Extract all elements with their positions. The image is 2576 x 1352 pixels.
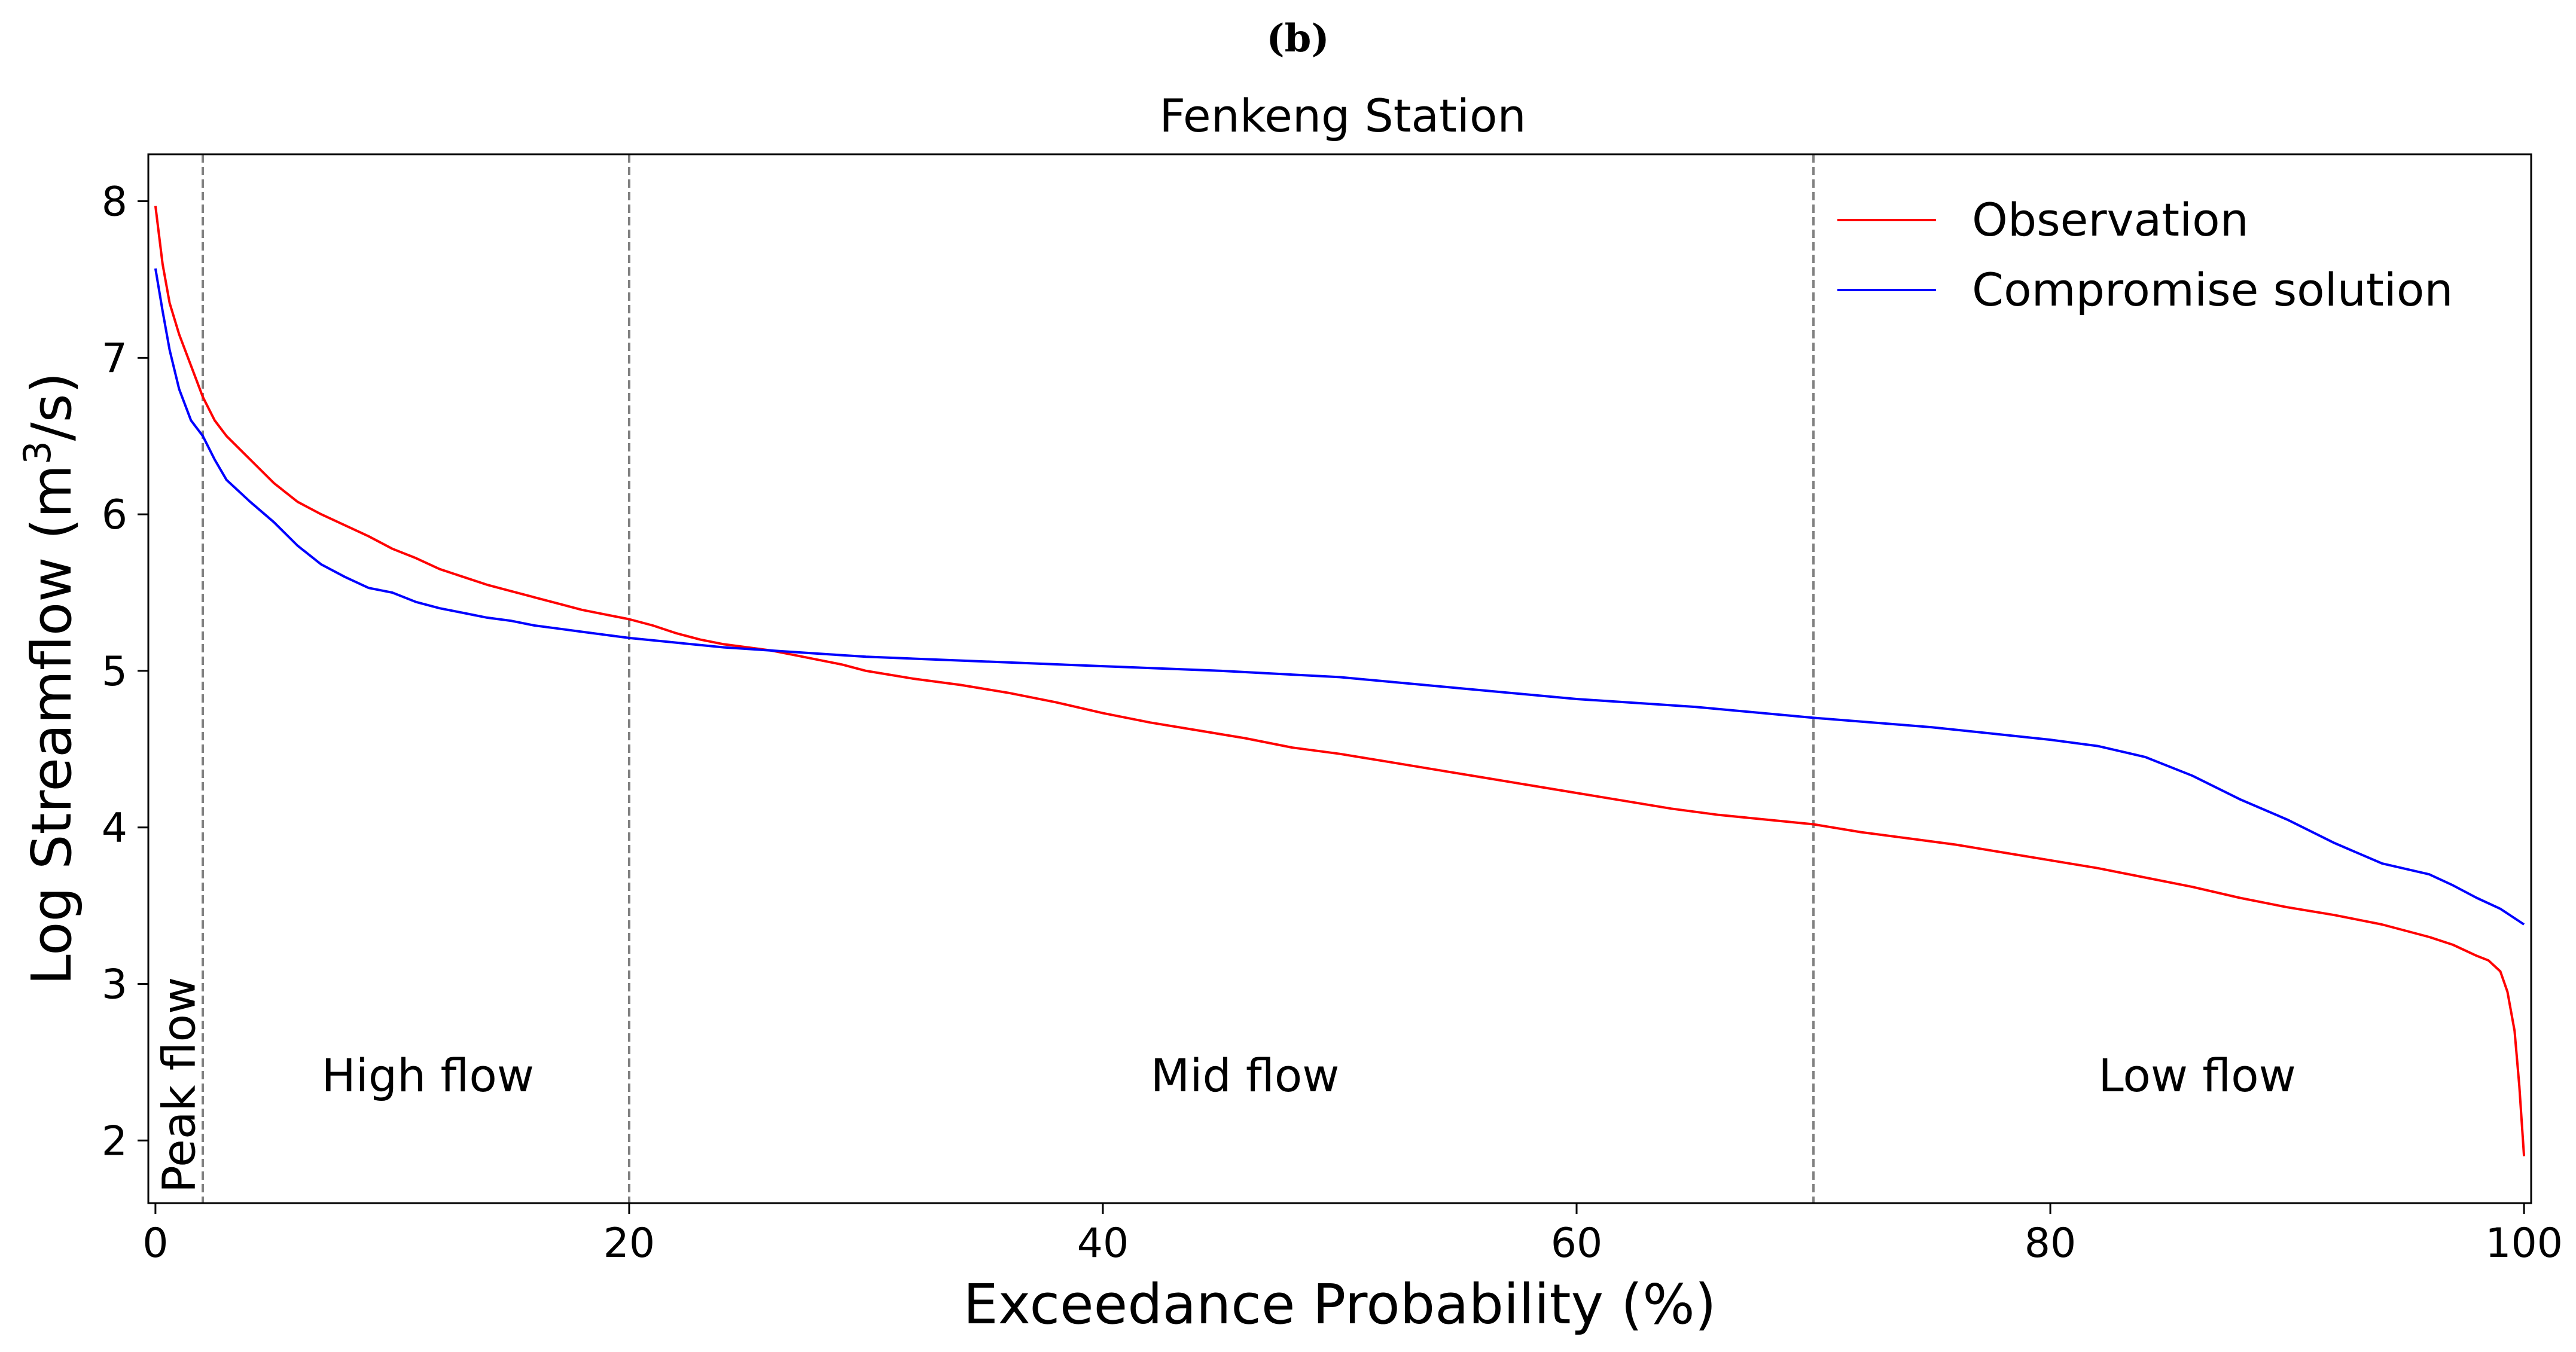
y-axis-label-main: Log Streamflow (m xyxy=(20,465,84,985)
x-axis-ticks: 0 20 40 60 80 100 xyxy=(142,1203,2563,1267)
y-tick-label-5: 5 xyxy=(102,648,127,695)
x-tick-label-60: 60 xyxy=(1551,1220,1603,1267)
y-tick-label-2: 2 xyxy=(102,1118,127,1165)
x-tick-label-0: 0 xyxy=(142,1220,168,1267)
region-label-peak-flow: Peak flow xyxy=(152,977,205,1193)
y-axis-label-superscript: 3 xyxy=(16,441,59,464)
legend-label-compromise-solution: Compromise solution xyxy=(1972,263,2453,316)
series-lines xyxy=(154,206,2526,1156)
region-labels: Peak flow High flow Mid flow Low flow xyxy=(152,977,2295,1193)
y-tick-label-6: 6 xyxy=(102,492,127,539)
y-tick-label-7: 7 xyxy=(102,335,127,382)
y-axis-label-unit: /s) xyxy=(20,373,84,441)
y-tick-label-8: 8 xyxy=(102,179,127,226)
x-axis-label: Exceedance Probability (%) xyxy=(963,1272,1716,1336)
region-label-high-flow: High flow xyxy=(322,1049,534,1102)
y-tick-label-3: 3 xyxy=(102,961,127,1008)
x-tick-label-100: 100 xyxy=(2485,1220,2563,1267)
y-tick-label-4: 4 xyxy=(102,805,127,852)
x-tick-label-20: 20 xyxy=(603,1220,656,1267)
region-label-mid-flow: Mid flow xyxy=(1151,1049,1340,1102)
legend-label-observation: Observation xyxy=(1972,193,2249,246)
threshold-lines xyxy=(202,154,1815,1203)
plot-frame xyxy=(147,153,2532,1204)
y-axis-ticks: 2 3 4 5 6 7 8 xyxy=(102,179,148,1165)
series-line-compromise-solution xyxy=(154,268,2525,926)
x-tick-label-80: 80 xyxy=(2025,1220,2077,1267)
y-axis-label: Log Streamflow (m3/s) xyxy=(16,373,84,985)
legend: Observation Compromise solution xyxy=(1837,193,2453,316)
region-label-low-flow: Low flow xyxy=(2098,1049,2295,1102)
chart-title: Fenkeng Station xyxy=(1159,89,1526,142)
panel-label: (b) xyxy=(1266,16,1329,61)
series-line-observation xyxy=(154,206,2526,1156)
x-tick-label-40: 40 xyxy=(1077,1220,1129,1267)
